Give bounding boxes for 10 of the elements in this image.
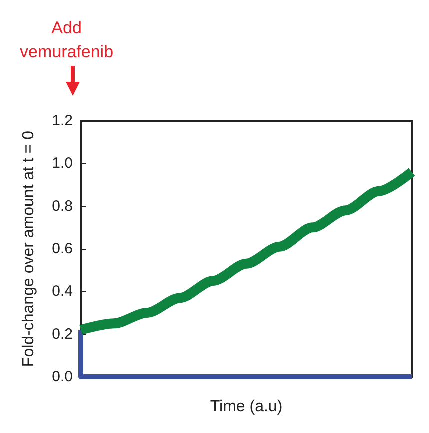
x-axis-title: Time (a.u): [210, 398, 283, 416]
y-tick-label: 0.6: [52, 240, 73, 258]
text: Add vemurafenib: [20, 18, 114, 62]
y-tick-label: 1.0: [52, 155, 73, 172]
y-tick-label: 0.2: [52, 326, 73, 343]
y-axis-title: Fold-change over amount at t = 0: [20, 130, 38, 368]
y-tick-label: 1.2: [52, 112, 73, 130]
y-tick-label: 0.0: [52, 368, 73, 386]
y-tick-label: 0.8: [52, 198, 73, 215]
y-tick-label: 0.4: [52, 283, 73, 300]
